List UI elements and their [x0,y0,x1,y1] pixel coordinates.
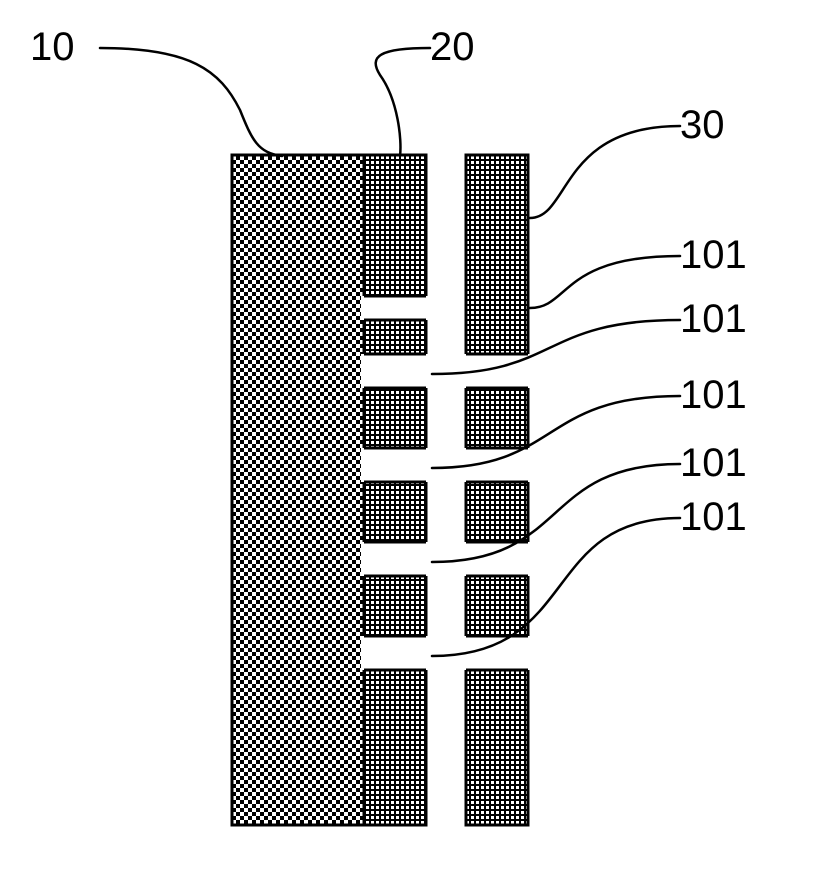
column-30 [466,155,528,825]
callout-101-a-label: 101 [680,233,747,277]
callout-10-label: 10 [30,25,75,69]
callout-101-e-label: 101 [680,495,747,539]
callout-30-label: 30 [680,103,725,147]
callout-101-b-label: 101 [680,297,747,341]
callout-101-c-label: 101 [680,373,747,417]
callout-20-label: 20 [430,25,475,69]
column-10 [232,155,364,825]
diagram-canvas: 10 20 30 101 101 101 101 101 [0,0,832,870]
callout-101-d-label: 101 [680,441,747,485]
column-20 [364,155,426,825]
